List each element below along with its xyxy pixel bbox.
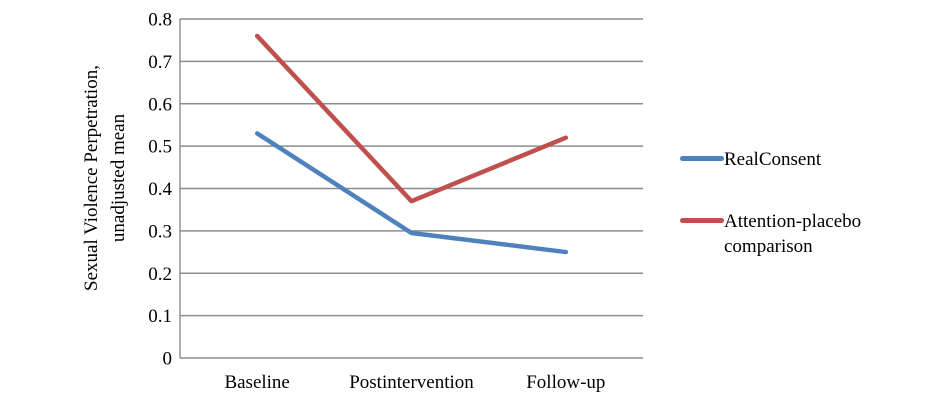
legend-marker-attention-placebo <box>680 218 724 223</box>
y-tick-label: 0.1 <box>148 306 172 327</box>
x-category-label: Postintervention <box>349 372 474 393</box>
legend-label-realconsent: RealConsent <box>724 149 822 170</box>
legend: RealConsent Attention-placebo comparison <box>680 147 909 259</box>
y-tick-label: 0 <box>163 349 173 370</box>
series-line-attention-placebo <box>254 33 569 204</box>
series-line-realconsent <box>254 131 569 255</box>
y-tick-label: 0.8 <box>148 10 172 31</box>
legend-item-realconsent: RealConsent <box>680 147 909 172</box>
x-category-label: Follow-up <box>526 372 605 393</box>
x-category-label: Baseline <box>224 372 289 393</box>
y-tick-label: 0.4 <box>148 179 172 200</box>
legend-label-attention-placebo: Attention-placebo comparison <box>724 211 862 257</box>
y-tick-label: 0.3 <box>148 221 172 242</box>
y-tick-label: 0.6 <box>148 94 172 115</box>
legend-item-attention-placebo: Attention-placebo comparison <box>680 209 909 259</box>
y-tick-label: 0.7 <box>148 52 172 73</box>
legend-marker-realconsent <box>680 156 724 161</box>
y-tick-label: 0.2 <box>148 264 172 285</box>
y-tick-label: 0.5 <box>148 137 172 158</box>
